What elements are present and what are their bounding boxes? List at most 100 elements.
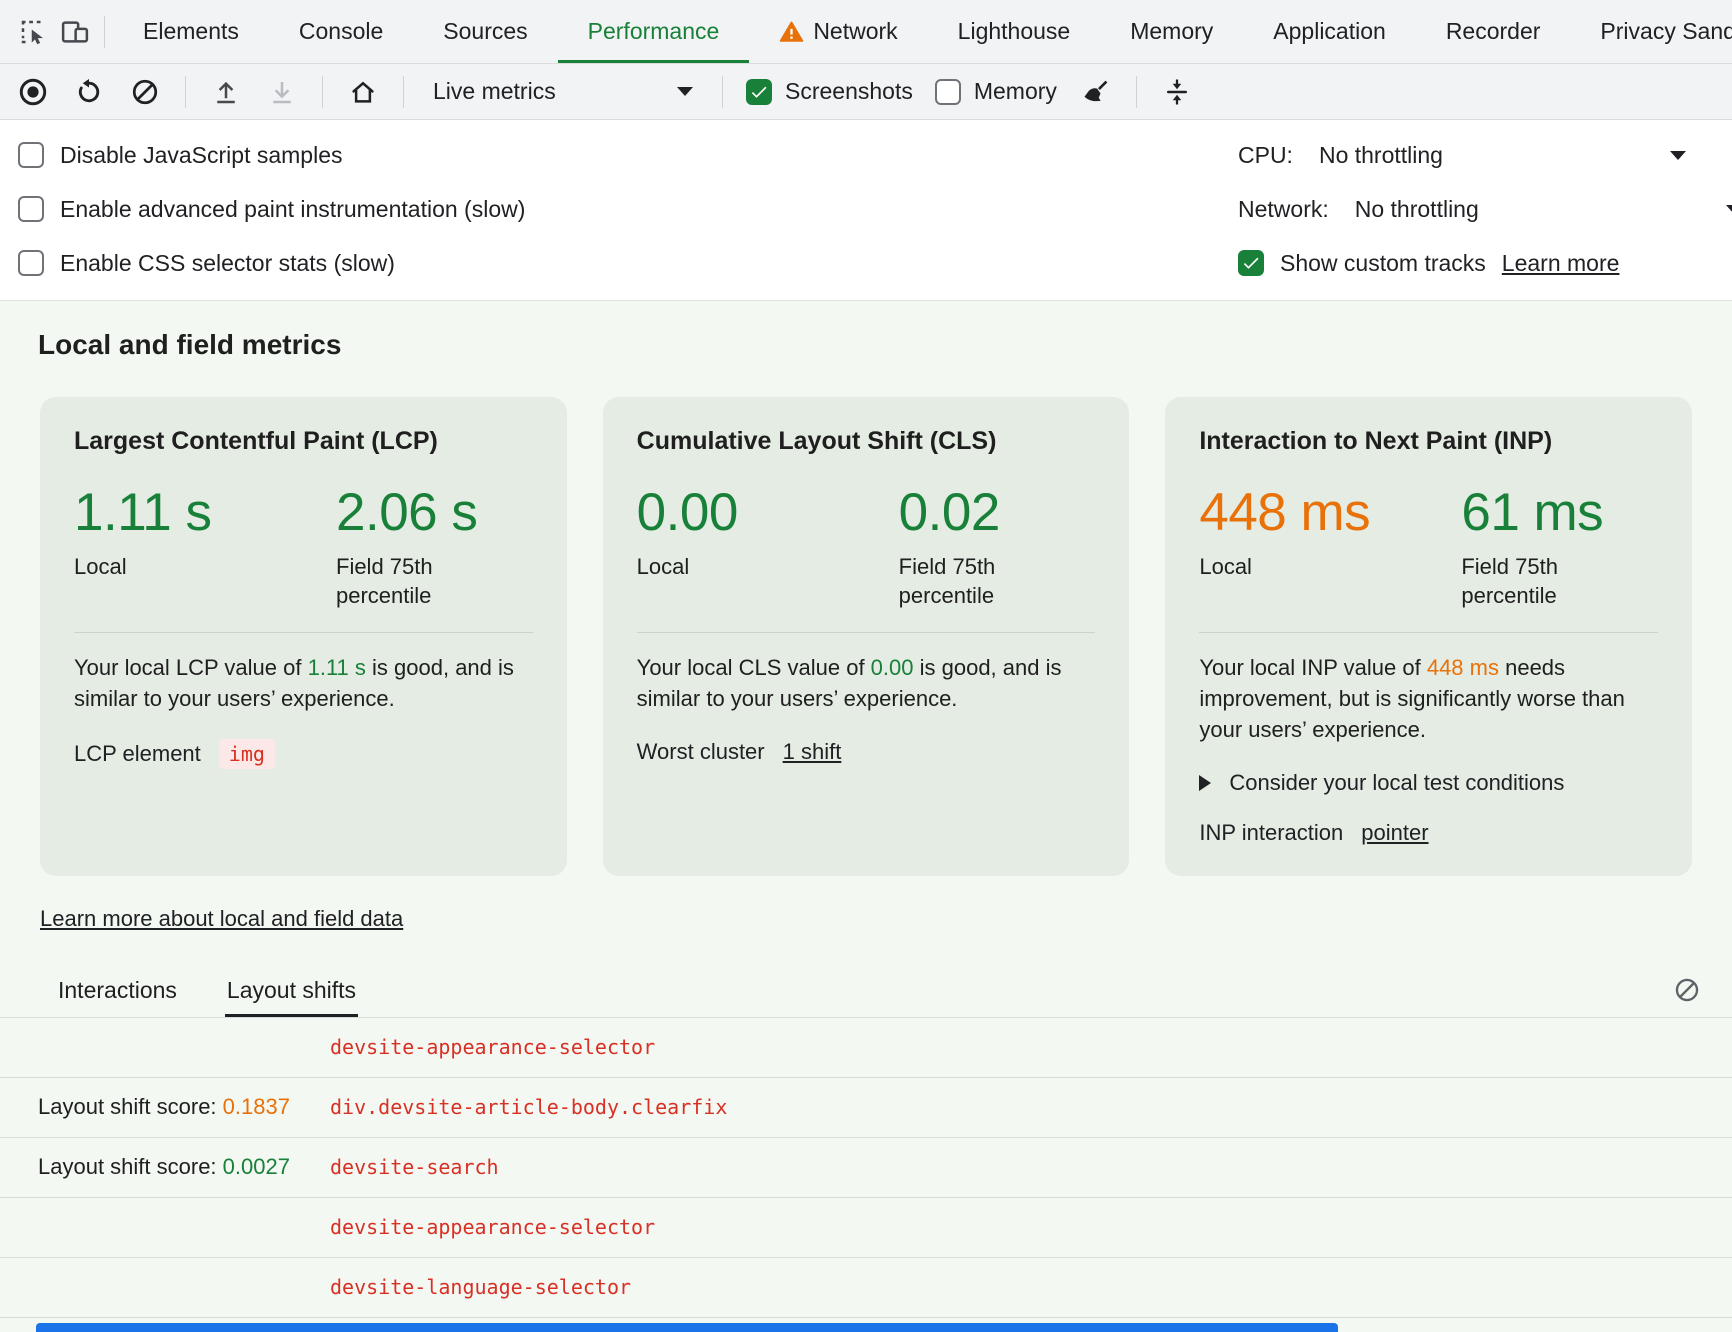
- device-toolbar-icon: [61, 20, 89, 43]
- inp-local-value: 448 ms: [1199, 483, 1371, 542]
- score-value: 0.0027: [222, 1154, 290, 1180]
- tab-console[interactable]: Console: [269, 0, 413, 63]
- load-profile-button[interactable]: [209, 75, 243, 109]
- node-link[interactable]: devsite-language-selector: [330, 1275, 632, 1300]
- clear-button[interactable]: [128, 75, 162, 109]
- network-label: Network:: [1238, 195, 1329, 222]
- broom-icon: [1084, 80, 1108, 101]
- layout-shift-row[interactable]: devsite-appearance-selector: [0, 1018, 1732, 1078]
- disclosure-triangle-icon: [1199, 774, 1212, 791]
- lcp-card: Largest Contentful Paint (LCP) 1.11 s Lo…: [40, 397, 567, 876]
- learn-more-local-field-link[interactable]: Learn more about local and field data: [40, 905, 404, 931]
- tabbar-separator: [104, 15, 105, 48]
- advanced-paint-instrumentation-checkbox[interactable]: Enable advanced paint instrumentation (s…: [0, 182, 1732, 236]
- inp-interaction-link[interactable]: pointer: [1361, 819, 1429, 845]
- tab-recorder[interactable]: Recorder: [1416, 0, 1571, 63]
- panel-mode-select[interactable]: Live metrics: [427, 78, 699, 105]
- record-button[interactable]: [16, 75, 50, 109]
- collect-garbage-button[interactable]: [1079, 75, 1113, 109]
- node-link[interactable]: div.devsite-article-body.clearfix: [330, 1095, 728, 1120]
- disable-js-samples-checkbox[interactable]: Disable JavaScript samples: [0, 128, 1732, 182]
- checkbox-unchecked-icon: [934, 78, 961, 105]
- tab-network[interactable]: Network: [749, 0, 927, 63]
- card-divider: [1199, 632, 1659, 634]
- warning-icon: [779, 19, 804, 44]
- tab-sources[interactable]: Sources: [413, 0, 557, 63]
- node-link[interactable]: devsite-appearance-selector: [330, 1035, 656, 1060]
- toggle-device-toolbar-button[interactable]: [54, 0, 96, 63]
- cpu-throttling-select[interactable]: CPU: No throttling: [1238, 128, 1732, 182]
- layout-shift-row[interactable]: devsite-language-selector: [0, 1258, 1732, 1318]
- node-link[interactable]: devsite-search: [330, 1155, 499, 1180]
- custom-tracks-learn-more-link[interactable]: Learn more: [1501, 249, 1620, 276]
- show-custom-tracks-checkbox[interactable]: Show custom tracks: [1238, 250, 1486, 277]
- toolbar-separator: [322, 75, 323, 108]
- lcp-local-value: 1.11 s: [74, 483, 212, 542]
- tab-application[interactable]: Application: [1243, 0, 1416, 63]
- layout-shift-row[interactable]: Layout shift score: 0.1837 div.devsite-a…: [0, 1078, 1732, 1138]
- memory-checkbox[interactable]: Memory: [934, 78, 1057, 105]
- card-title: Cumulative Layout Shift (CLS): [636, 427, 997, 455]
- network-throttling-select[interactable]: Network: No throttling: [1238, 182, 1732, 236]
- inp-card: Interaction to Next Paint (INP) 448 ms L…: [1165, 397, 1693, 876]
- bottom-blue-bar: [36, 1323, 1338, 1332]
- screenshots-checkbox[interactable]: Screenshots: [746, 78, 913, 105]
- lcp-description: Your local LCP value of 1.11 s is good, …: [74, 653, 533, 715]
- toolbar-separator: [185, 75, 186, 108]
- score-label: Layout shift score:: [38, 1154, 223, 1180]
- score-label: Layout shift score:: [38, 1094, 223, 1120]
- consider-local-test-conditions-toggle[interactable]: Consider your local test conditions: [1199, 770, 1658, 796]
- tab-privacy-sandbox[interactable]: Privacy Sandbox: [1570, 0, 1732, 63]
- checkbox-unchecked-icon: [18, 196, 44, 222]
- collapse-to-line-icon: [1166, 79, 1187, 104]
- field-label: Field 75th percentile: [898, 554, 996, 608]
- checkbox-unchecked-icon: [18, 250, 44, 276]
- cls-footer: Worst cluster 1 shift: [637, 739, 1096, 765]
- layout-shift-row[interactable]: Layout shift score: 0.0027 devsite-searc…: [0, 1138, 1732, 1198]
- desc-value: 0.00: [870, 655, 914, 681]
- cls-card: Cumulative Layout Shift (CLS) 0.00 Local…: [602, 397, 1130, 876]
- tab-memory[interactable]: Memory: [1100, 0, 1243, 63]
- worst-cluster-link[interactable]: 1 shift: [782, 738, 842, 764]
- tab-elements[interactable]: Elements: [113, 0, 269, 63]
- score-cell: Layout shift score: 0.0027: [0, 1154, 330, 1180]
- inp-description: Your local INP value of 448 ms needs imp…: [1199, 653, 1658, 745]
- memory-label: Memory: [973, 78, 1057, 104]
- desc-text: is good, and is similar to your users’ e…: [636, 655, 1062, 711]
- live-metrics-log: Interactions Layout shifts devsite-appea…: [0, 964, 1732, 1332]
- checkbox-label: Enable CSS selector stats (slow): [60, 249, 395, 276]
- tab-layout-shifts[interactable]: Layout shifts: [225, 964, 358, 1017]
- local-and-field-metrics-heading: Local and field metrics: [38, 329, 342, 360]
- layout-shift-row[interactable]: devsite-appearance-selector: [0, 1198, 1732, 1258]
- tab-label: Recorder: [1445, 18, 1541, 44]
- collapse-panel-button[interactable]: [1160, 75, 1194, 109]
- lcp-element-node-badge[interactable]: img: [218, 738, 275, 769]
- screenshots-label: Screenshots: [785, 78, 913, 104]
- tab-label: Privacy Sandbox: [1600, 18, 1732, 44]
- capture-settings-right: CPU: No throttling Network: No throttlin…: [1238, 128, 1732, 290]
- save-profile-button[interactable]: [265, 75, 299, 109]
- clear-log-button[interactable]: [1670, 973, 1704, 1007]
- tab-lighthouse[interactable]: Lighthouse: [928, 0, 1101, 63]
- css-selector-stats-checkbox[interactable]: Enable CSS selector stats (slow): [0, 236, 1732, 290]
- download-icon: [273, 81, 291, 103]
- node-link[interactable]: devsite-appearance-selector: [330, 1215, 656, 1240]
- network-value: No throttling: [1354, 195, 1479, 222]
- desc-value: 1.11 s: [307, 655, 366, 681]
- checkbox-label: Disable JavaScript samples: [60, 141, 343, 168]
- inspect-cursor-icon: [21, 20, 43, 44]
- upload-icon: [217, 81, 235, 103]
- tab-interactions[interactable]: Interactions: [58, 976, 177, 1003]
- chevron-down-icon: [677, 87, 693, 96]
- record-and-reload-button[interactable]: [72, 75, 106, 109]
- home-button[interactable]: [346, 75, 380, 109]
- score-value: 0.1837: [222, 1094, 290, 1120]
- performance-toolbar: Live metrics Screenshots Memory: [0, 64, 1732, 120]
- block-icon: [1675, 978, 1699, 1002]
- inspect-element-button[interactable]: [12, 0, 54, 63]
- checkbox-checked-icon: [746, 78, 772, 105]
- tab-performance[interactable]: Performance: [558, 0, 750, 63]
- desc-text: Your local INP value of: [1199, 655, 1427, 681]
- lcp-values: 1.11 s Local 2.06 s Field 75th percentil…: [74, 482, 533, 610]
- reload-icon: [78, 78, 100, 102]
